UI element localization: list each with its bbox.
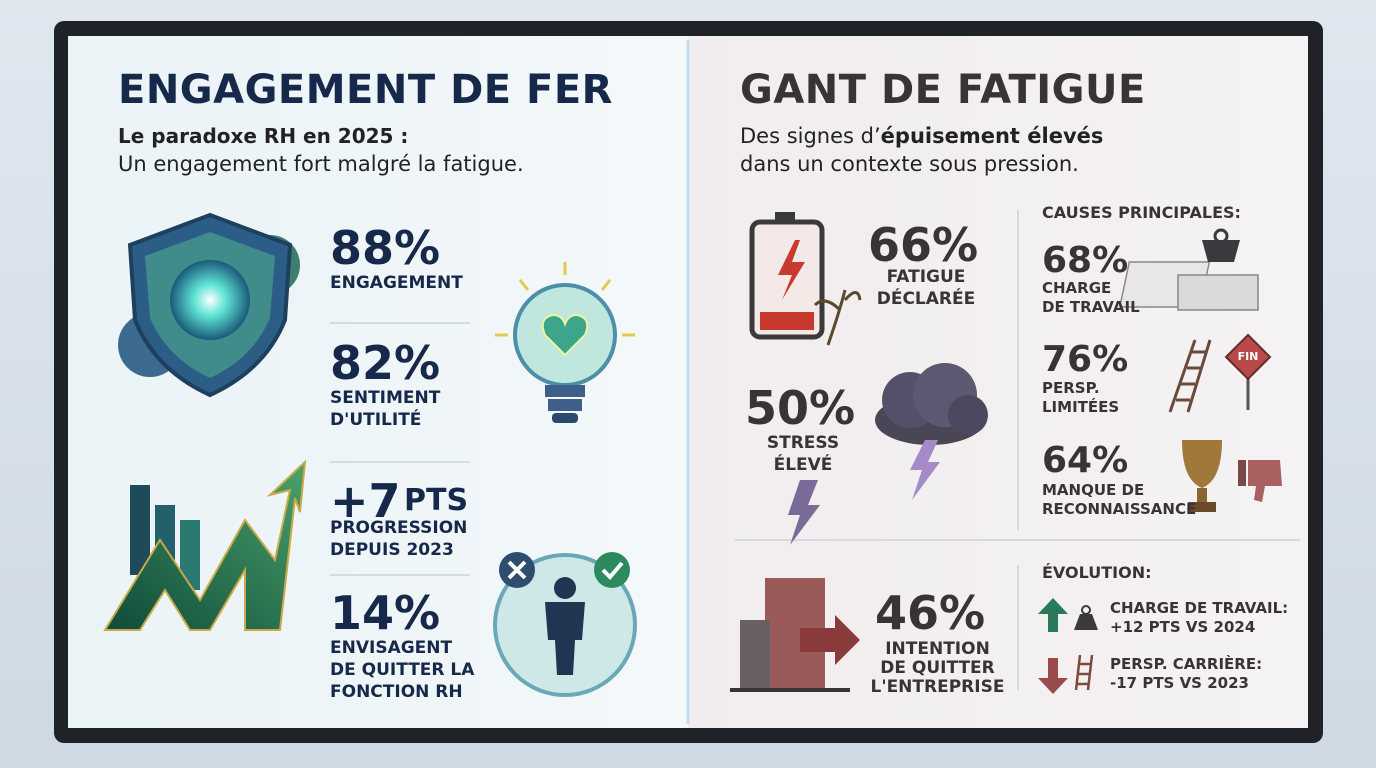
- stat-unit: PTS: [404, 483, 469, 518]
- bulb-icon: [495, 262, 635, 423]
- left-subtitle-bold: Le paradoxe RH en 2025 :: [118, 124, 409, 148]
- stat-label: INTENTION: [885, 639, 990, 659]
- evolution-label: PERSP. CARRIÈRE:: [1110, 655, 1263, 673]
- stat-label: D'UTILITÉ: [330, 410, 422, 430]
- trophy-icon: [1182, 440, 1282, 512]
- sign-text: FIN: [1237, 350, 1259, 363]
- separators: [330, 210, 1300, 690]
- cause-value: 76%: [1042, 339, 1129, 380]
- stat-label: ENGAGEMENT: [330, 273, 463, 293]
- building-icon: [730, 578, 860, 692]
- stat-label: FONCTION RH: [330, 682, 463, 702]
- battery-icon: [749, 212, 862, 346]
- cause-label: DE TRAVAIL: [1042, 298, 1140, 316]
- left-title: ENGAGEMENT DE FER: [118, 67, 613, 113]
- subtitle-part: Des signes d’: [740, 124, 881, 148]
- left-subtitle: Un engagement fort malgré la fatigue.: [118, 152, 524, 176]
- stat-value: 46%: [875, 586, 986, 640]
- stat-label: L'ENTREPRISE: [870, 677, 1005, 697]
- cause-label: PERSP.: [1042, 379, 1100, 397]
- shield-icon: [118, 212, 300, 398]
- cause-value: 64%: [1042, 440, 1129, 481]
- growth-icon: [103, 459, 307, 631]
- stat-label: STRESS: [766, 433, 840, 453]
- stat-label: ENVISAGENT: [330, 638, 453, 658]
- right-title: GANT DE FATIGUE: [740, 67, 1146, 113]
- stat-value: 88%: [330, 221, 441, 275]
- stat-label: ÉLEVÉ: [773, 455, 833, 475]
- storm-icon: [788, 363, 988, 545]
- evolution-label: CHARGE DE TRAVAIL:: [1110, 599, 1289, 617]
- evolution-heading: ÉVOLUTION:: [1042, 563, 1152, 582]
- person-icon: [493, 552, 637, 697]
- cause-value: 68%: [1042, 240, 1129, 281]
- cause-label: CHARGE: [1042, 279, 1112, 297]
- right-subtitle: dans un contexte sous pression.: [740, 152, 1079, 176]
- stat-label: FATIGUE: [886, 267, 966, 287]
- stat-label: DE QUITTER LA: [330, 660, 475, 680]
- cause-label: MANQUE DE: [1042, 481, 1145, 499]
- stat-label: DEPUIS 2023: [330, 540, 454, 560]
- stat-label: DE QUITTER: [880, 658, 995, 678]
- fin-sign: [1224, 333, 1272, 381]
- stat-value: 50%: [745, 381, 856, 435]
- causes-heading: CAUSES PRINCIPALES:: [1042, 203, 1241, 222]
- workload-icon: [1118, 228, 1259, 311]
- stat-label: DÉCLARÉE: [876, 289, 976, 309]
- subtitle-emphasis: épuisement élevés: [880, 124, 1104, 148]
- ladder-icon: [1168, 339, 1250, 413]
- stat-value: 14%: [330, 586, 441, 640]
- cause-label: RECONNAISSANCE: [1042, 500, 1197, 518]
- stat-label: PROGRESSION: [330, 518, 468, 538]
- evolution-change: +12 PTS VS 2024: [1110, 618, 1256, 636]
- evolution-icons: [1038, 598, 1098, 694]
- right-subtitle: Des signes d’épuisement élevés: [740, 126, 1103, 147]
- stat-label: SENTIMENT: [330, 388, 441, 408]
- stat-value: 66%: [868, 218, 979, 272]
- stat-value: 82%: [330, 336, 441, 390]
- evolution-change: -17 PTS VS 2023: [1110, 674, 1249, 692]
- stat-value: +7: [330, 474, 401, 528]
- cause-label: LIMITÉES: [1042, 398, 1120, 416]
